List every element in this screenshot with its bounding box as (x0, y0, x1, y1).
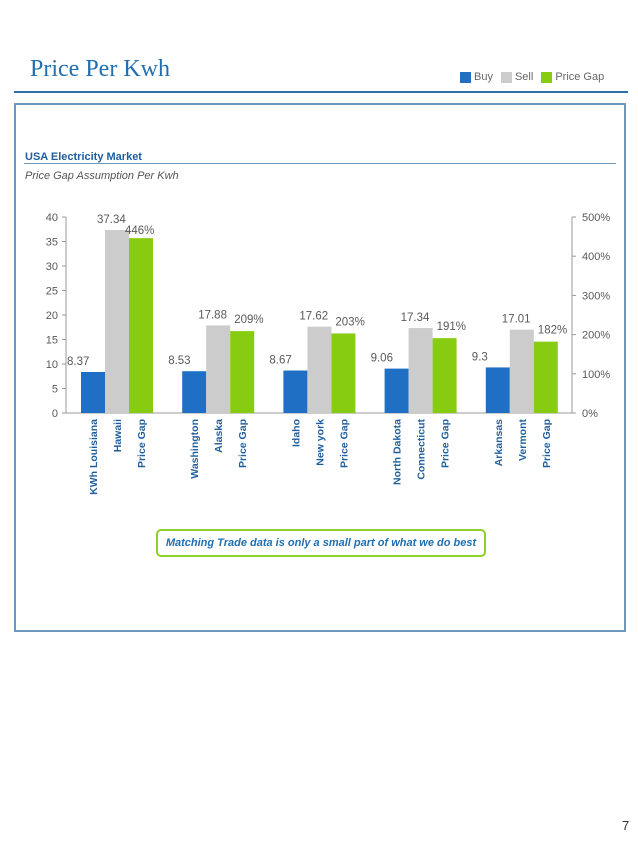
data-label-price-gap: 182% (538, 325, 567, 337)
data-label-price-gap: 191% (437, 321, 466, 333)
right-axis-tick-label: 300% (582, 290, 610, 302)
data-label-sell: 17.88 (198, 309, 227, 321)
chart-panel: USA Electricity Market Price Gap Assumpt… (14, 103, 626, 632)
category-label-buy: Arkansas (493, 419, 505, 466)
category-label-price-gap: Price Gap (541, 419, 553, 468)
data-label-buy: 8.67 (269, 355, 291, 367)
legend-label-buy: Buy (474, 71, 493, 83)
category-label-sell: New york (314, 419, 326, 466)
bar-price-gap (432, 338, 457, 413)
data-label-buy: 9.06 (371, 353, 393, 365)
data-label-buy: 8.53 (168, 355, 190, 367)
panel-rule (24, 163, 616, 164)
data-label-sell: 17.34 (401, 312, 430, 324)
bar-sell (307, 326, 332, 413)
bar-buy (182, 371, 207, 413)
left-axis-tick-label: 35 (46, 237, 58, 249)
data-label-sell: 37.34 (97, 214, 126, 226)
legend-label-price-gap: Price Gap (555, 71, 605, 83)
category-label-price-gap: Price Gap (237, 419, 249, 468)
left-axis-tick-label: 10 (46, 359, 58, 371)
bar-sell (509, 329, 534, 413)
category-label-price-gap: Price Gap (136, 419, 148, 468)
data-label-buy: 8.37 (67, 356, 89, 368)
category-label-sell: Vermont (517, 419, 529, 462)
data-label-sell: 17.62 (299, 311, 328, 323)
legend-swatch-price-gap (541, 71, 553, 83)
data-label-sell: 17.01 (502, 314, 531, 326)
bar-buy (81, 371, 105, 413)
category-label-sell: Hawaii (112, 419, 124, 452)
legend-swatch-sell (500, 71, 512, 83)
bar-sell (206, 325, 231, 413)
data-label-price-gap: 209% (234, 314, 263, 326)
right-axis-tick-label: 100% (582, 369, 610, 381)
left-axis-tick-label: 15 (46, 335, 58, 347)
left-axis-tick-label: 30 (46, 261, 58, 273)
category-label-price-gap: Price Gap (338, 419, 350, 468)
data-label-price-gap: 446% (125, 225, 154, 237)
right-axis-tick-label: 500% (582, 212, 610, 224)
legend-item-sell: Sell (500, 71, 534, 83)
bar-sell (408, 328, 433, 413)
legend-item-price-gap: Price Gap (541, 71, 604, 83)
bar-buy (283, 370, 308, 413)
category-label-sell: Alaska (213, 419, 225, 453)
left-axis-tick-label: 20 (46, 310, 58, 322)
legend-label-sell: Sell (514, 71, 534, 83)
data-label-price-gap: 203% (335, 316, 364, 328)
bar-chart: 05101520253035400%100%200%300%400%500%8.… (46, 212, 611, 495)
panel-subtitle: Price Gap Assumption Per Kwh (25, 170, 179, 182)
left-axis-tick-label: 0 (52, 408, 58, 420)
category-label-buy: KWh Louisiana (88, 419, 100, 495)
data-label-buy: 9.3 (472, 351, 488, 363)
panel-title: USA Electricity Market (25, 151, 142, 163)
legend: Buy Sell Price Gap (460, 71, 612, 83)
category-label-buy: Idaho (290, 419, 302, 447)
left-axis-tick-label: 40 (46, 212, 58, 224)
header-rule (14, 91, 628, 93)
legend-swatch-buy (460, 71, 471, 83)
right-axis-tick-label: 0% (582, 408, 598, 420)
page-title: Price Per Kwh (30, 56, 170, 82)
legend-item-buy: Buy (460, 71, 493, 83)
page-number: 7 (622, 818, 630, 833)
left-axis-tick-label: 25 (46, 286, 58, 298)
category-label-sell: Connecticut (416, 419, 428, 480)
category-label-buy: Washington (189, 419, 201, 479)
bar-sell (105, 230, 129, 413)
category-label-price-gap: Price Gap (440, 419, 452, 468)
callout-banner: Matching Trade data is only a small part… (156, 529, 486, 557)
category-label-buy: North Dakota (392, 419, 404, 485)
bar-price-gap (533, 341, 558, 413)
right-axis-tick-label: 200% (582, 330, 610, 342)
bar-buy (384, 368, 409, 413)
bar-buy (485, 367, 510, 413)
bar-price-gap (230, 331, 255, 413)
right-axis-tick-label: 400% (582, 251, 610, 263)
bar-price-gap (331, 333, 356, 413)
left-axis-tick-label: 5 (52, 384, 58, 396)
bar-price-gap (129, 238, 153, 413)
